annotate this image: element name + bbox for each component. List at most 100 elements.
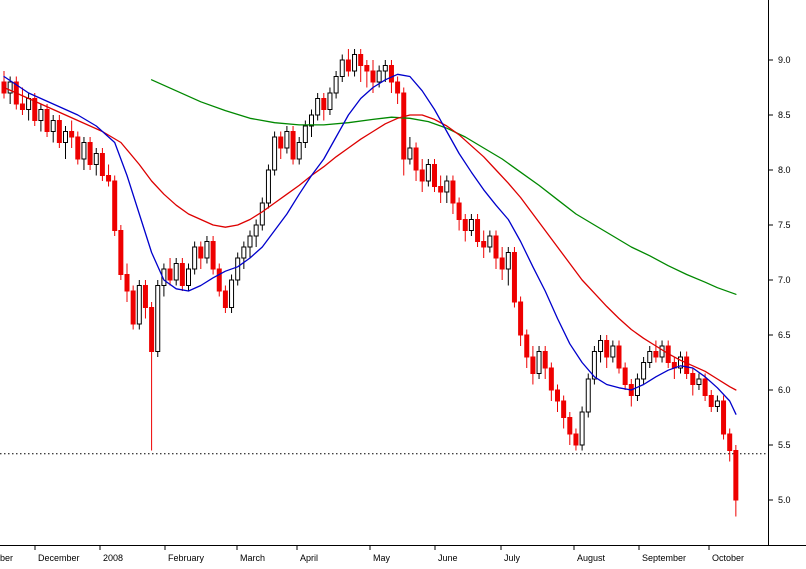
- candle: [647, 346, 653, 368]
- candle: [561, 395, 567, 429]
- candle-body-up: [339, 59, 345, 77]
- candle-body-up: [382, 65, 388, 72]
- candle: [444, 175, 450, 203]
- y-axis-label: 8.0: [778, 165, 791, 175]
- candle: [573, 428, 579, 451]
- candle-body-up: [591, 351, 597, 380]
- candle-body-down: [702, 378, 708, 396]
- candle-body-down: [290, 131, 296, 160]
- x-axis-label: February: [168, 553, 205, 563]
- candle-body-up: [714, 400, 720, 407]
- candle-body-up: [155, 285, 161, 352]
- candle-body-down: [401, 92, 407, 160]
- candle: [229, 274, 235, 313]
- candle-body-down: [653, 351, 659, 358]
- candle: [192, 241, 198, 275]
- candle: [333, 71, 339, 99]
- candle-body-down: [432, 164, 437, 187]
- candle-body-down: [462, 219, 468, 231]
- candle-body-up: [352, 54, 358, 72]
- candle: [499, 247, 505, 280]
- candle-body-up: [26, 98, 32, 110]
- candle: [167, 258, 173, 286]
- candle-body-up: [161, 268, 167, 286]
- candle-body-down: [604, 340, 610, 358]
- candle: [714, 395, 720, 412]
- candle: [309, 109, 314, 137]
- candle-body-up: [63, 131, 68, 143]
- candle: [253, 219, 259, 247]
- candle-body-down: [388, 65, 394, 83]
- candle-body-up: [585, 378, 591, 413]
- candle-body-down: [321, 98, 327, 110]
- candle-body-up: [444, 180, 450, 193]
- candle-body-down: [690, 373, 696, 385]
- candle: [616, 340, 622, 374]
- candle: [610, 340, 616, 363]
- candle-body-down: [19, 103, 25, 110]
- candle-body-up: [173, 263, 179, 281]
- candle-body-down: [481, 241, 487, 248]
- candle-body-up: [579, 411, 585, 446]
- candle-body-down: [112, 180, 118, 231]
- candle-body-up: [678, 356, 683, 369]
- candle: [690, 368, 696, 396]
- candle: [56, 115, 62, 148]
- candle-body-down: [358, 54, 364, 66]
- candle: [50, 115, 56, 143]
- candle-body-down: [216, 268, 222, 292]
- candle-body-up: [229, 279, 235, 308]
- candle-body-up: [598, 340, 604, 352]
- candle: [75, 131, 81, 165]
- candle-body-up: [659, 345, 665, 358]
- candle-body-down: [345, 59, 351, 72]
- candle: [395, 76, 401, 104]
- candle-body-down: [149, 307, 155, 352]
- candle: [136, 280, 142, 330]
- candle-body-up: [259, 202, 265, 226]
- candle: [106, 164, 112, 187]
- x-axis-label: 2008: [103, 553, 123, 563]
- candle-body-up: [641, 362, 647, 380]
- candle-body-down: [616, 345, 622, 369]
- candle: [511, 247, 517, 308]
- candle: [358, 49, 364, 82]
- candle-body-up: [81, 142, 87, 160]
- candle-body-up: [407, 147, 413, 160]
- candle: [19, 87, 25, 115]
- candle: [684, 351, 690, 379]
- candle-body-down: [413, 147, 419, 171]
- candle: [204, 236, 210, 264]
- candle-body-down: [198, 246, 204, 259]
- candle-body-down: [32, 98, 38, 121]
- candle: [284, 126, 290, 154]
- candle: [118, 225, 124, 280]
- candle: [265, 164, 271, 209]
- candle-body-up: [284, 131, 290, 149]
- candle-body-up: [192, 246, 198, 270]
- candle-body-up: [93, 153, 99, 165]
- candle: [81, 137, 87, 170]
- candle: [481, 230, 487, 258]
- y-axis-label: 7.5: [778, 220, 791, 230]
- x-axis-label: July: [504, 553, 521, 563]
- x-axis-label: March: [240, 553, 265, 563]
- candle: [124, 263, 130, 302]
- candle: [622, 362, 628, 390]
- candle-body-down: [456, 202, 462, 220]
- candle-body-down: [210, 241, 216, 270]
- candle: [653, 340, 659, 363]
- candle-body-down: [493, 235, 499, 259]
- candle: [505, 247, 511, 286]
- candle-body-down: [542, 351, 548, 369]
- candle-body-up: [647, 351, 653, 363]
- candles-layer: [1, 49, 739, 517]
- candle: [475, 214, 481, 247]
- candle: [567, 412, 573, 445]
- y-axis-label: 6.5: [778, 330, 791, 340]
- candle: [678, 351, 683, 374]
- candle: [708, 390, 714, 412]
- candle-body-down: [567, 417, 573, 435]
- candle-body-up: [241, 246, 247, 259]
